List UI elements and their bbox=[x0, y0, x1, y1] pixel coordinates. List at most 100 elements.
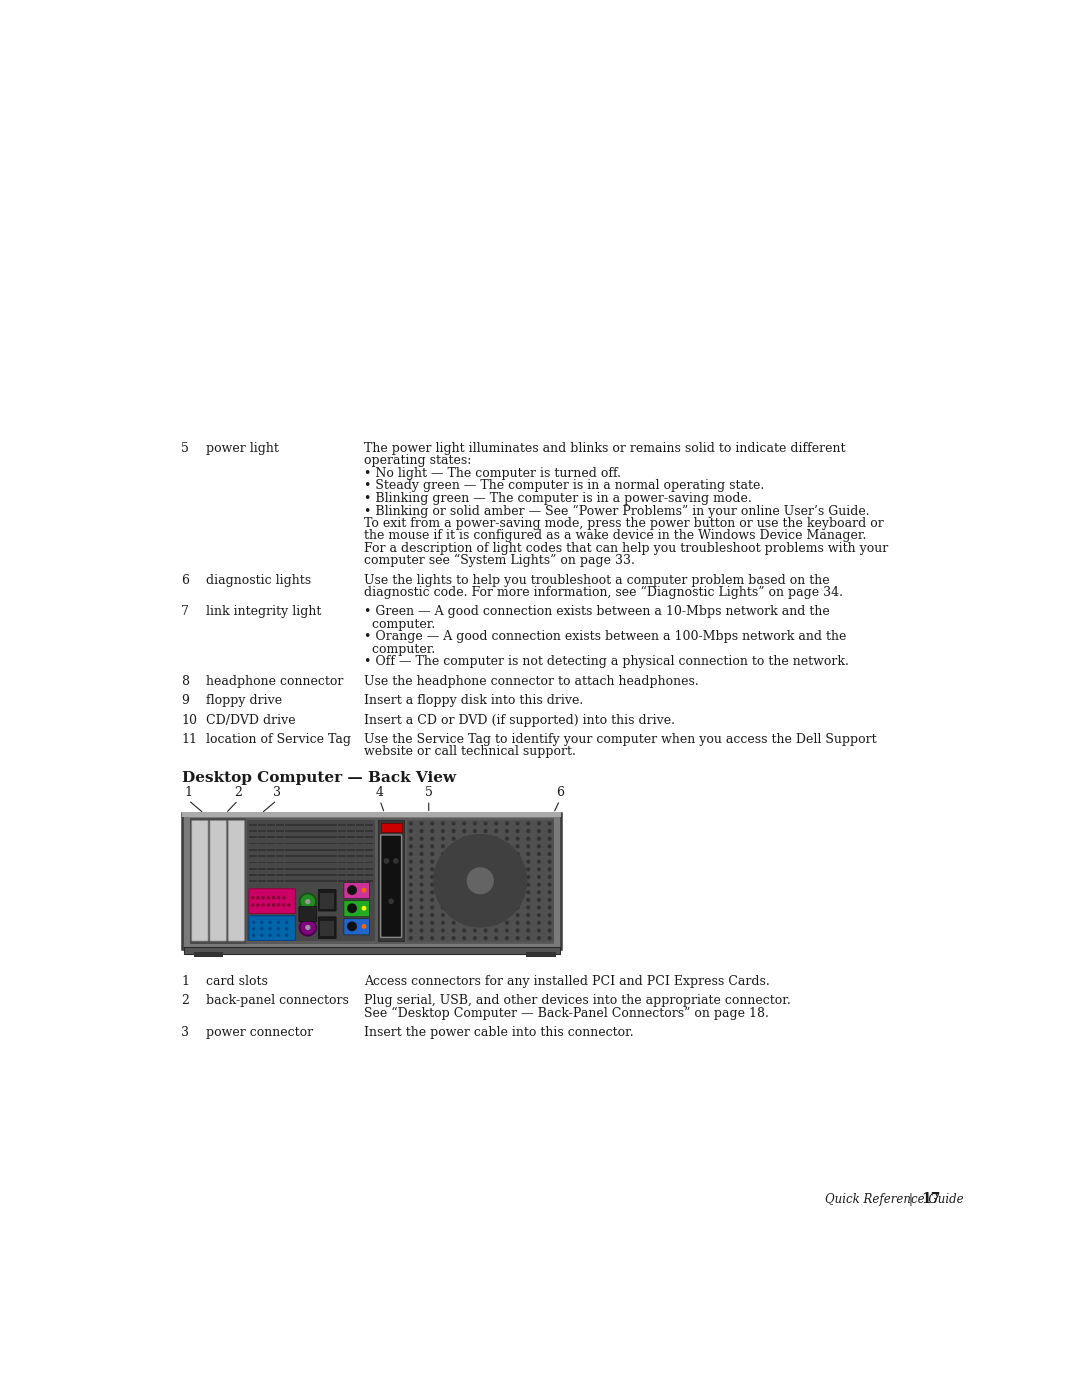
Circle shape bbox=[516, 929, 519, 932]
Circle shape bbox=[463, 914, 465, 916]
Bar bbox=[267, 880, 275, 882]
Bar bbox=[284, 855, 293, 856]
Circle shape bbox=[409, 868, 413, 870]
Circle shape bbox=[261, 928, 262, 930]
Circle shape bbox=[505, 914, 509, 916]
Bar bbox=[356, 830, 364, 831]
Bar bbox=[284, 862, 293, 863]
Circle shape bbox=[495, 891, 498, 894]
Circle shape bbox=[431, 852, 434, 855]
Circle shape bbox=[285, 935, 287, 936]
FancyBboxPatch shape bbox=[210, 820, 227, 942]
Circle shape bbox=[420, 837, 423, 840]
Circle shape bbox=[516, 898, 519, 901]
Circle shape bbox=[431, 861, 434, 863]
Circle shape bbox=[262, 904, 265, 907]
Circle shape bbox=[473, 852, 476, 855]
Text: card slots: card slots bbox=[206, 975, 268, 988]
Circle shape bbox=[484, 929, 487, 932]
Bar bbox=[294, 824, 301, 826]
Circle shape bbox=[549, 937, 551, 940]
Bar bbox=[284, 830, 293, 831]
Bar bbox=[311, 875, 320, 876]
Circle shape bbox=[409, 845, 413, 848]
Circle shape bbox=[431, 922, 434, 925]
Text: 8: 8 bbox=[181, 675, 189, 687]
Circle shape bbox=[473, 883, 476, 886]
Text: location of Service Tag: location of Service Tag bbox=[206, 733, 351, 746]
Bar bbox=[294, 842, 301, 844]
Circle shape bbox=[516, 830, 519, 833]
Text: For a description of light codes that can help you troubleshoot problems with yo: For a description of light codes that ca… bbox=[364, 542, 888, 555]
Circle shape bbox=[473, 830, 476, 833]
Text: 7: 7 bbox=[181, 605, 189, 619]
Text: 6: 6 bbox=[556, 785, 564, 799]
Bar bbox=[275, 868, 284, 869]
Text: 5: 5 bbox=[424, 785, 433, 799]
Bar bbox=[338, 875, 347, 876]
Bar bbox=[329, 830, 337, 831]
Bar bbox=[247, 820, 375, 942]
Text: website or call technical support.: website or call technical support. bbox=[364, 746, 576, 759]
Circle shape bbox=[473, 914, 476, 916]
Bar bbox=[365, 830, 373, 831]
Circle shape bbox=[484, 922, 487, 925]
Bar bbox=[347, 830, 355, 831]
Circle shape bbox=[495, 883, 498, 886]
Circle shape bbox=[431, 837, 434, 840]
Text: 10: 10 bbox=[181, 714, 198, 726]
Circle shape bbox=[473, 868, 476, 870]
Circle shape bbox=[549, 852, 551, 855]
Circle shape bbox=[538, 837, 540, 840]
Bar bbox=[329, 824, 337, 826]
Bar bbox=[294, 880, 301, 882]
Circle shape bbox=[495, 898, 498, 901]
Bar bbox=[275, 837, 284, 838]
Circle shape bbox=[484, 914, 487, 916]
Circle shape bbox=[516, 883, 519, 886]
Bar bbox=[267, 849, 275, 851]
Circle shape bbox=[484, 868, 487, 870]
Circle shape bbox=[516, 861, 519, 863]
Circle shape bbox=[495, 830, 498, 833]
Circle shape bbox=[278, 904, 280, 907]
Circle shape bbox=[272, 904, 274, 907]
Circle shape bbox=[409, 861, 413, 863]
Text: computer.: computer. bbox=[364, 643, 435, 657]
Bar bbox=[284, 837, 293, 838]
Circle shape bbox=[505, 821, 509, 824]
Text: 2: 2 bbox=[234, 785, 242, 799]
Circle shape bbox=[453, 868, 455, 870]
Bar bbox=[248, 849, 257, 851]
Bar bbox=[258, 824, 266, 826]
Bar bbox=[347, 875, 355, 876]
Circle shape bbox=[463, 883, 465, 886]
Circle shape bbox=[484, 876, 487, 879]
Text: computer see “System Lights” on page 33.: computer see “System Lights” on page 33. bbox=[364, 555, 635, 567]
Text: the mouse if it is configured as a wake device in the Windows Device Manager.: the mouse if it is configured as a wake … bbox=[364, 529, 866, 542]
Bar bbox=[275, 855, 284, 856]
Circle shape bbox=[453, 852, 455, 855]
Bar bbox=[338, 862, 347, 863]
Bar bbox=[294, 849, 301, 851]
Text: • Blinking green — The computer is in a power-saving mode.: • Blinking green — The computer is in a … bbox=[364, 492, 752, 504]
Circle shape bbox=[442, 852, 444, 855]
Circle shape bbox=[409, 914, 413, 916]
Text: Use the lights to help you troubleshoot a computer problem based on the: Use the lights to help you troubleshoot … bbox=[364, 574, 829, 587]
Circle shape bbox=[409, 830, 413, 833]
Circle shape bbox=[431, 845, 434, 848]
Circle shape bbox=[453, 821, 455, 824]
Circle shape bbox=[261, 922, 262, 923]
FancyBboxPatch shape bbox=[319, 916, 336, 939]
Circle shape bbox=[549, 891, 551, 894]
Bar bbox=[267, 875, 275, 876]
Bar bbox=[311, 880, 320, 882]
Text: 9: 9 bbox=[181, 694, 189, 707]
Circle shape bbox=[278, 935, 280, 936]
Circle shape bbox=[442, 845, 444, 848]
Circle shape bbox=[549, 861, 551, 863]
Circle shape bbox=[495, 821, 498, 824]
Bar bbox=[347, 842, 355, 844]
Circle shape bbox=[463, 922, 465, 925]
Circle shape bbox=[468, 868, 494, 894]
